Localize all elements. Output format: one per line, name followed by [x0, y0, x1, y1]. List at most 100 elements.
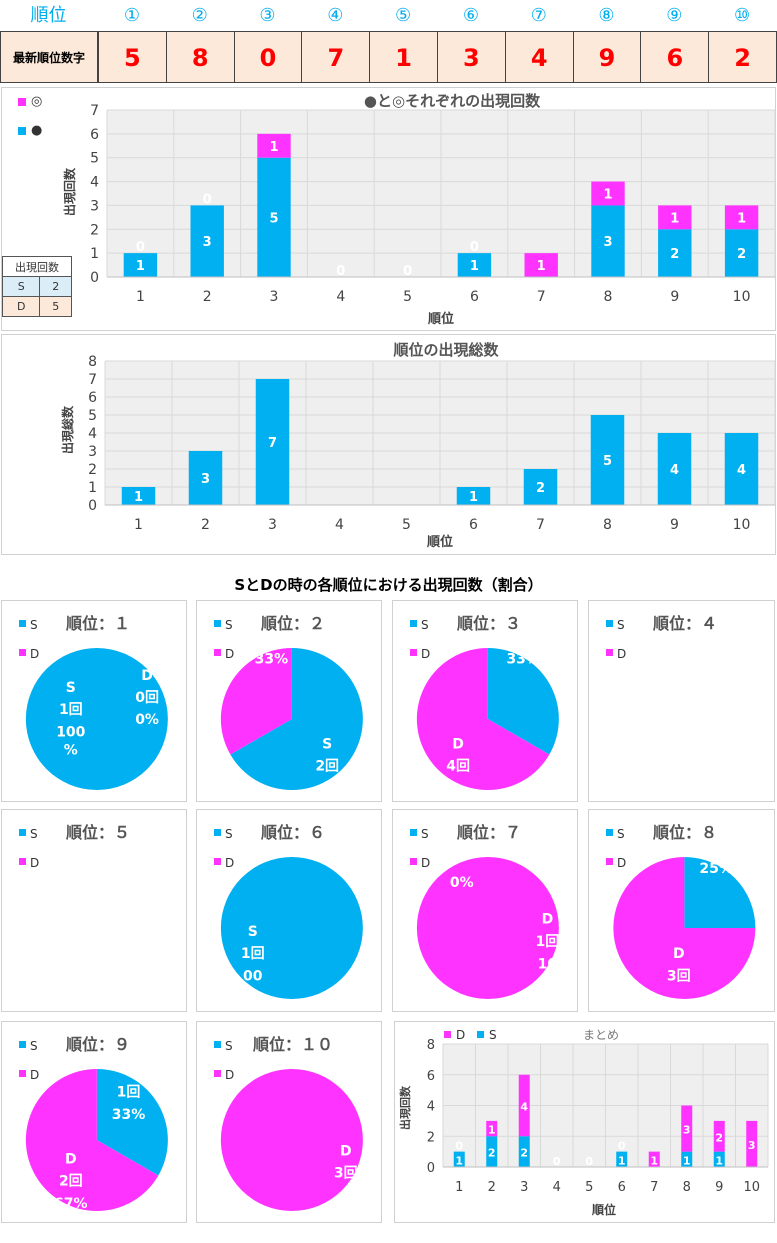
x-tick-label: 3: [520, 1180, 528, 1195]
rank-slot-2: ②: [191, 5, 208, 26]
legend-swatch-d: [444, 1031, 451, 1038]
rank-slot-3: ③: [259, 5, 276, 26]
data-label: 0: [455, 1140, 463, 1153]
pie-panel-5: 順位：５ S D: [1, 809, 187, 1012]
pie-label: %: [64, 743, 78, 759]
data-label: 1: [683, 1154, 691, 1167]
x-tick-label: 2: [203, 289, 212, 305]
pie-title: 順位：８: [652, 823, 717, 842]
x-axis-title: 順位: [591, 1202, 616, 1217]
x-tick-label: 8: [603, 517, 612, 533]
legend-label-s: S: [617, 618, 625, 632]
pie-label: 3回: [334, 1166, 358, 1182]
rank-slot-4: ④: [327, 5, 344, 26]
summary-bar-chart: まとめDS02468123456789101220010110014000132…: [398, 1028, 769, 1217]
pie-label: D: [141, 668, 153, 684]
pie-label: D: [452, 736, 464, 752]
y-tick-label: 2: [427, 1130, 435, 1145]
legend-swatch-s: [19, 829, 26, 836]
pie-chart-2: 順位：２ S D 33% S 2回: [214, 614, 363, 790]
data-label: 1: [470, 259, 479, 274]
legend-label-s: S: [421, 618, 429, 632]
legend-swatch-s: [19, 620, 26, 627]
legend-label-d: D: [421, 647, 430, 661]
pie-chart-5: 順位：５ S D: [19, 823, 130, 870]
legend-swatch-s: [214, 829, 221, 836]
x-tick-label: 4: [336, 289, 345, 305]
bar-7: [523, 469, 558, 505]
pie-slice-d: [613, 857, 756, 999]
y-tick-label: 7: [88, 372, 97, 388]
chart-title: 順位の出現総数: [392, 341, 499, 359]
y-tick-label: 4: [88, 426, 97, 442]
x-tick-label: 10: [733, 517, 751, 533]
x-tick-label: 2: [488, 1180, 496, 1195]
legend-label-d: D: [30, 856, 39, 870]
data-label: 0: [336, 264, 345, 279]
x-tick-label: 10: [733, 289, 751, 305]
legend-label-d: D: [421, 856, 430, 870]
legend-label-s: S: [617, 827, 625, 841]
pie-slice-s: [684, 857, 756, 928]
pie-panel-1: 順位：１ S D S 1回 100% D 0回 0%: [1, 600, 187, 802]
latest-digit-10: 2: [708, 31, 777, 83]
bar-series1-9: [713, 1120, 725, 1152]
legend-swatch-d: [410, 858, 417, 865]
latest-digit-9: 6: [640, 31, 710, 83]
legend-swatch-d: [19, 858, 26, 865]
pie-chart-1: 順位：１ S D S 1回 100% D 0回 0%: [19, 614, 168, 790]
pie-label: 25%: [699, 861, 733, 877]
x-tick-label: 1: [134, 517, 143, 533]
legend-swatch-d: [214, 1070, 221, 1077]
legend-label-s: S: [489, 1028, 497, 1042]
legend-label-s: S: [225, 1039, 233, 1053]
data-label: 2: [488, 1147, 496, 1160]
legend-swatch-s: [214, 1041, 221, 1048]
legend-swatch-d: [606, 858, 613, 865]
bar-series1-3: [257, 133, 291, 158]
count-key: D: [1, 296, 41, 317]
y-tick-label: 2: [88, 462, 97, 478]
x-tick-label: 3: [268, 517, 277, 533]
legend-label-d: D: [30, 1068, 39, 1082]
data-label: 0: [553, 1155, 561, 1168]
latest-digit-3: 0: [233, 31, 303, 83]
legend-label-s: S: [225, 618, 233, 632]
legend-swatch: [18, 126, 26, 135]
data-label: 5: [269, 211, 278, 226]
bar-2: [188, 451, 223, 505]
legend-label-s: S: [421, 827, 429, 841]
bar-series1-9: [658, 205, 692, 230]
y-tick-label: 1: [88, 480, 97, 496]
pie-label: 00: [243, 969, 263, 985]
legend-label-d: D: [225, 856, 234, 870]
marks-legend-double-circle: ◎: [18, 94, 42, 109]
data-label: 2: [670, 247, 679, 262]
y-tick-label: 2: [90, 222, 99, 238]
bar-8: [590, 415, 625, 505]
pie-chart-9: 順位：９ S D 1回 33% D 2回 67%: [19, 1035, 168, 1212]
rank-slot-9: ⑨: [666, 5, 683, 26]
bar-series1-2: [486, 1120, 498, 1137]
rank-slot-6: ⑥: [462, 5, 479, 26]
count-value: 5: [39, 296, 72, 317]
x-tick-label: 9: [670, 517, 679, 533]
bar-6: [456, 487, 491, 505]
x-tick-label: 2: [201, 517, 210, 533]
legend-label-d: D: [225, 647, 234, 661]
legend-swatch-s: [606, 620, 613, 627]
legend-label-d: D: [617, 856, 626, 870]
pie-panel-10: 順位：１０ S D D 3回 1: [196, 1021, 382, 1223]
y-axis-title: 出現回数: [398, 1085, 412, 1130]
legend-label-d: D: [30, 647, 39, 661]
bar-series1-10: [724, 205, 759, 230]
x-tick-label: 4: [335, 517, 344, 533]
legend-swatch-s: [410, 620, 417, 627]
data-label: 0: [136, 240, 145, 255]
y-tick-label: 4: [90, 175, 99, 191]
data-label: 5: [603, 454, 612, 469]
marks-legend-circle: ●: [18, 123, 42, 138]
bar-10: [724, 433, 759, 505]
pie-chart-7: 順位：７ S D 0% D 1回 10: [410, 823, 559, 999]
